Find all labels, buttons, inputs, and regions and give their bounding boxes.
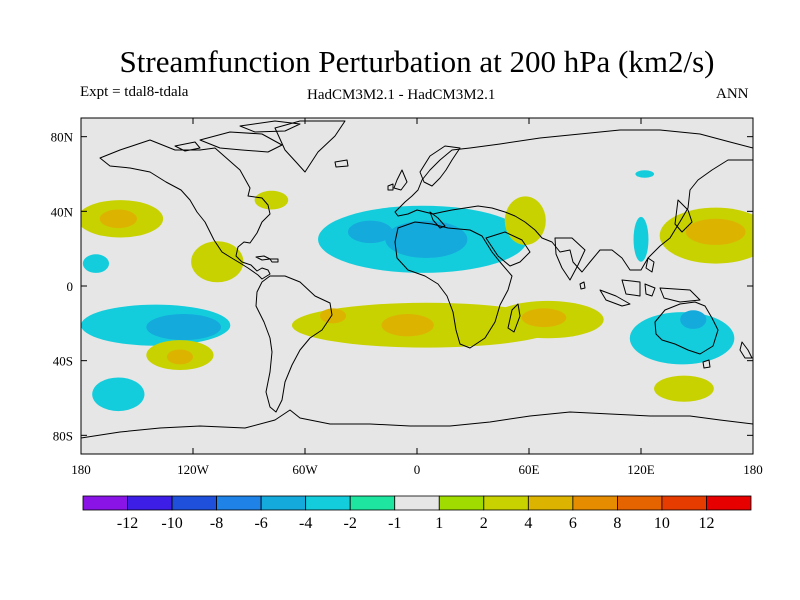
contour-region-6	[254, 190, 289, 210]
contour-fill-layer	[81, 170, 753, 412]
x-tick-label-1: 120W	[177, 462, 210, 477]
y-tick-label-3: 40S	[53, 354, 73, 369]
coastline-madagascar	[507, 303, 521, 333]
colorbar-label-6: -1	[388, 515, 401, 532]
coastline-new-zealand	[739, 341, 753, 359]
colorbar-swatch-14	[706, 495, 752, 511]
coastline-australia	[654, 301, 719, 355]
contour-region-21	[166, 349, 193, 365]
coastline-antarctica	[81, 409, 753, 439]
model-label: HadCM3M2.1 - HadCM3M2.1	[307, 87, 496, 103]
colorbar-swatch-9	[483, 495, 529, 511]
colorbar-swatch-1	[127, 495, 173, 511]
coastline-south-america	[255, 275, 333, 413]
colorbar-swatch-0	[82, 495, 128, 511]
x-tick-label-6: 180	[743, 462, 763, 477]
contour-region-15	[381, 314, 434, 337]
contour-region-8	[82, 254, 109, 273]
colorbar-swatch-8	[438, 495, 485, 511]
contour-region-18	[629, 312, 735, 365]
colorbar: -12 -10 -8 -6 -4 -2 -1 1 2 4 6 8 10 12	[82, 495, 752, 532]
contour-region-4	[99, 209, 137, 229]
coastline-eurasia	[394, 129, 753, 273]
contour-region-1	[385, 220, 468, 258]
y-tick-label-4: 80S	[53, 428, 73, 443]
colorbar-swatch-3	[216, 495, 262, 511]
x-tick-label-0: 180	[71, 462, 91, 477]
colorbar-label-5: -2	[344, 515, 357, 532]
contour-region-22	[92, 377, 145, 412]
contour-region-23	[654, 375, 714, 402]
contour-region-19	[680, 310, 707, 329]
contour-region-14	[319, 308, 347, 324]
x-tick-label-2: 60W	[292, 462, 318, 477]
contour-region-25	[635, 170, 655, 178]
colorbar-label-13: 12	[698, 515, 714, 532]
contour-region-24	[633, 216, 649, 262]
colorbar-swatch-7	[394, 495, 440, 511]
colorbar-label-10: 6	[569, 515, 577, 532]
colorbar-swatch-6	[349, 495, 396, 511]
y-tick-label-0: 80N	[51, 130, 74, 145]
colorbar-swatch-10	[527, 495, 574, 511]
colorbar-swatch-2	[171, 495, 217, 511]
contour-region-5	[191, 241, 244, 283]
season-label: ANN	[716, 86, 749, 102]
x-tick-label-4: 60E	[519, 462, 540, 477]
y-tick-label-2: 0	[67, 279, 74, 294]
axis-ticks	[80, 118, 754, 454]
colorbar-label-0: -12	[117, 515, 138, 532]
contour-region-10	[685, 218, 746, 245]
colorbar-label-12: 10	[654, 515, 670, 532]
contour-region-7	[504, 196, 546, 245]
colorbar-swatch-4	[260, 495, 307, 511]
axis-labels: 180 120W 60W 0 60E 120E 180 80N 40N 0 40S 80S	[51, 130, 763, 477]
colorbar-label-4: -4	[299, 515, 312, 532]
contour-region-17	[521, 308, 567, 328]
colorbar-label-9: 4	[524, 515, 532, 532]
colorbar-label-2: -8	[210, 515, 223, 532]
colorbar-label-8: 2	[480, 515, 488, 532]
colorbar-swatch-11	[572, 495, 618, 511]
coastline-arctic-islands	[199, 131, 283, 153]
coastline-arabia	[485, 231, 531, 267]
coastline-japan	[674, 199, 693, 233]
coastline-scandinavia	[419, 145, 461, 187]
x-tick-label-3: 0	[414, 462, 421, 477]
coastline-africa	[394, 221, 513, 349]
colorbar-swatch-5	[305, 495, 351, 511]
coastline-greenland	[274, 120, 346, 173]
experiment-label: Expt = tdal8-tdala	[80, 84, 189, 100]
map-background	[81, 118, 753, 454]
colorbar-label-1: -10	[161, 515, 182, 532]
chart-title: Streamfunction Perturbation at 200 hPa (…	[119, 44, 715, 79]
coastline-north-america	[99, 139, 271, 280]
x-tick-label-5: 120E	[627, 462, 655, 477]
colorbar-swatch-13	[661, 495, 707, 511]
colorbar-swatch-12	[617, 495, 663, 511]
y-tick-label-1: 40N	[51, 204, 74, 219]
colorbar-label-7: 1	[435, 515, 443, 532]
colorbar-label-11: 8	[613, 515, 621, 532]
coastline-layer	[81, 120, 753, 439]
contour-region-2	[347, 220, 393, 244]
coastline-india	[554, 237, 586, 281]
colorbar-label-3: -6	[254, 515, 267, 532]
contour-region-12	[146, 314, 221, 341]
